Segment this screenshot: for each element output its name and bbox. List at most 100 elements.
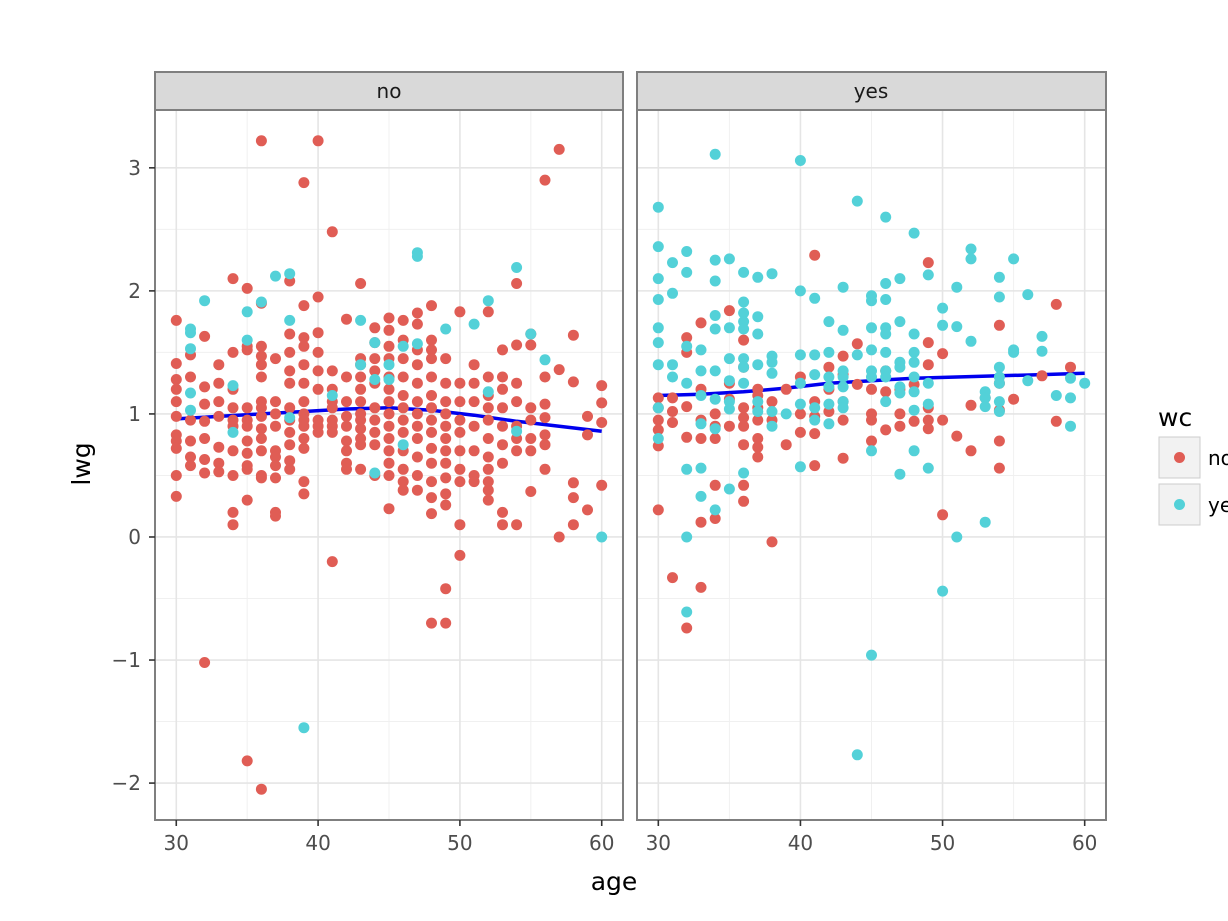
point-no: [553, 364, 565, 376]
point-no: [738, 439, 750, 451]
point-no: [199, 467, 211, 479]
point-no: [213, 457, 225, 469]
point-no: [383, 324, 395, 336]
point-no: [752, 433, 764, 444]
point-no: [937, 509, 949, 521]
point-yes: [809, 402, 821, 414]
point-no: [866, 435, 877, 447]
point-no: [596, 417, 608, 428]
point-no: [355, 439, 367, 451]
point-yes: [880, 211, 892, 223]
point-no: [397, 314, 409, 326]
point-no: [426, 402, 437, 414]
point-no: [255, 402, 267, 414]
point-no: [497, 519, 508, 531]
point-no: [255, 445, 267, 457]
point-yes: [1079, 377, 1091, 389]
point-no: [426, 353, 437, 365]
point-no: [298, 359, 310, 371]
point-yes: [766, 356, 778, 368]
point-yes: [752, 328, 764, 340]
point-no: [951, 430, 963, 442]
point-no: [723, 420, 735, 432]
strip-yes: [636, 71, 1107, 111]
point-no: [213, 410, 225, 422]
legend-title: wc: [1158, 403, 1192, 432]
point-no: [738, 334, 750, 346]
point-yes: [894, 387, 906, 399]
y-tick-label: 2: [128, 279, 141, 303]
point-no: [809, 428, 821, 440]
point-yes: [880, 346, 892, 358]
point-no: [440, 408, 452, 420]
point-yes: [185, 327, 196, 339]
point-no: [596, 479, 608, 491]
point-no: [227, 470, 239, 481]
point-no: [298, 396, 310, 408]
point-no: [284, 346, 296, 358]
point-yes: [993, 396, 1005, 408]
point-no: [411, 408, 423, 420]
point-no: [298, 488, 310, 500]
point-no: [652, 424, 664, 436]
point-no: [426, 426, 437, 438]
point-no: [227, 445, 239, 457]
point-yes: [880, 371, 892, 383]
point-no: [383, 445, 395, 457]
point-yes: [667, 287, 678, 299]
point-no: [482, 451, 494, 463]
point-yes: [681, 606, 693, 618]
point-no: [255, 350, 267, 362]
point-no: [1036, 370, 1048, 382]
point-yes: [794, 398, 806, 410]
point-no: [681, 332, 693, 344]
point-no: [227, 402, 239, 414]
point-yes: [794, 155, 806, 166]
point-yes: [1022, 375, 1034, 387]
point-no: [440, 472, 452, 484]
point-yes: [652, 241, 664, 253]
point-no: [780, 439, 792, 451]
point-yes: [681, 266, 693, 278]
y-tick-label: −2: [112, 771, 141, 795]
point-yes: [922, 269, 934, 281]
point-no: [284, 365, 296, 377]
point-no: [1050, 298, 1062, 310]
point-no: [440, 488, 452, 500]
x-ticks-yes: 30 40 50 60: [646, 820, 1097, 855]
point-no: [241, 282, 253, 294]
point-no: [539, 174, 551, 186]
point-yes: [937, 319, 949, 331]
point-no: [170, 410, 182, 422]
point-no: [511, 519, 523, 531]
point-no: [482, 402, 494, 414]
point-yes: [185, 343, 196, 355]
point-no: [170, 470, 182, 481]
point-no: [525, 445, 537, 457]
point-no: [383, 312, 395, 324]
point-no: [326, 402, 338, 414]
point-no: [426, 442, 437, 454]
point-no: [511, 339, 523, 351]
point-yes: [979, 392, 991, 404]
point-yes: [397, 439, 409, 451]
point-yes: [851, 195, 863, 207]
point-no: [709, 513, 721, 524]
point-no: [738, 495, 750, 507]
point-no: [411, 484, 423, 496]
point-yes: [993, 291, 1005, 303]
point-no: [213, 396, 225, 408]
point-no: [383, 340, 395, 352]
point-no: [270, 472, 281, 484]
point-yes: [851, 749, 863, 761]
point-yes: [369, 374, 381, 385]
point-no: [270, 510, 281, 522]
point-yes: [837, 402, 849, 414]
point-no: [241, 447, 253, 459]
panel-no: no 30 40 50 60: [154, 71, 624, 855]
point-yes: [511, 425, 523, 437]
point-no: [695, 516, 707, 528]
point-yes: [866, 344, 877, 356]
point-no: [738, 479, 750, 491]
y-tick-label: 1: [128, 402, 141, 426]
